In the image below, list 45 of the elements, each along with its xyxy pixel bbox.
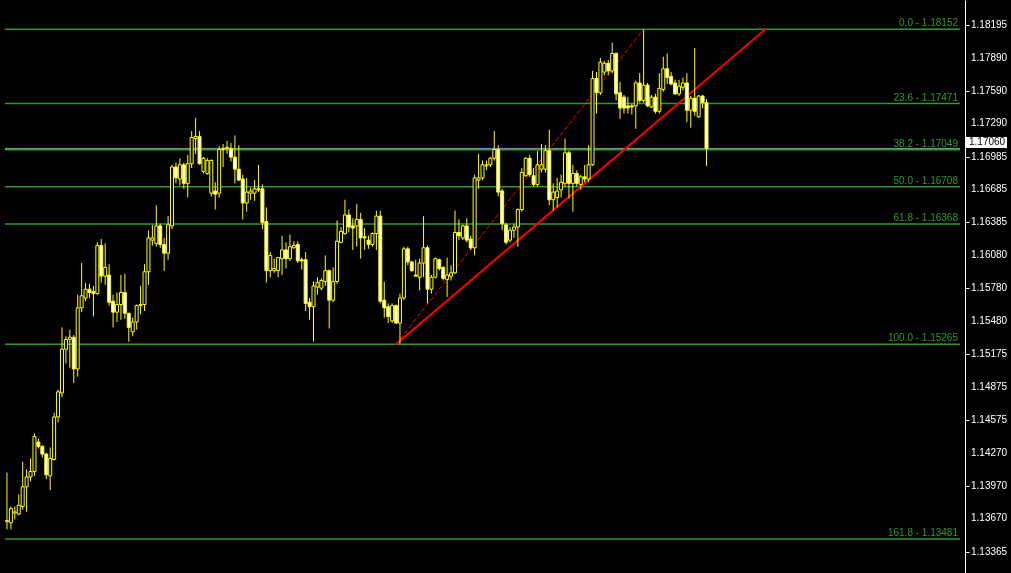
annotation: 61.8 - 1.16368	[893, 211, 959, 223]
candlestick	[692, 47, 697, 117]
candlestick	[284, 241, 288, 269]
candlestick	[641, 28, 646, 104]
y-tick-label: 1.13970	[971, 479, 1008, 491]
y-tick-label: 1.15175	[971, 348, 1008, 360]
y-tick-label: 1.17590	[971, 84, 1008, 96]
candlestick	[555, 177, 560, 208]
y-tick-label: 1.15480	[971, 314, 1008, 326]
candlestick	[354, 203, 359, 248]
y-tick-label: 1.17890	[971, 51, 1008, 63]
candlestick	[181, 162, 186, 190]
candlestick	[621, 94, 626, 115]
y-tick-label: 1.18195	[971, 18, 1008, 30]
candlestick	[154, 204, 159, 248]
annotation: 38.2 - 1.17049	[893, 137, 959, 149]
annotation: 100.0 - 1.15265	[887, 332, 959, 344]
candlestick	[4, 472, 9, 530]
ref-line-label: 1.17060	[969, 136, 1006, 148]
y-tick-label: 1.13365	[971, 545, 1008, 557]
y-tick-label: 1.16685	[971, 183, 1008, 195]
candlestick	[244, 177, 249, 213]
candlestick	[20, 461, 25, 511]
annotation: 161.8 - 1.13481	[887, 527, 959, 539]
y-tick-label: 1.16385	[971, 216, 1008, 228]
annotation: 23.6 - 1.17471	[893, 91, 959, 103]
y-tick-label: 1.13670	[971, 512, 1008, 524]
candlestick	[177, 157, 182, 187]
candlestick	[311, 281, 316, 343]
y-tick-label: 1.17290	[971, 117, 1008, 129]
y-tick-label: 1.14575	[971, 413, 1008, 425]
candlestick	[118, 274, 123, 321]
annotation: 50.0 - 1.16708	[893, 174, 959, 186]
candlestick	[625, 96, 630, 115]
y-tick-label: 1.16985	[971, 150, 1008, 162]
candlestick	[280, 235, 285, 276]
y-tick-label: 1.16080	[971, 249, 1008, 261]
candlestick	[445, 257, 450, 298]
y-tick-label: 1.15780	[971, 282, 1008, 294]
y-tick-label: 1.14270	[971, 446, 1008, 458]
y-tick-label: 1.14875	[971, 380, 1008, 392]
candlestick	[232, 134, 237, 184]
annotation: 0.0 - 1.18152	[899, 17, 959, 29]
candlestick	[67, 329, 72, 369]
candlestick	[358, 212, 363, 260]
